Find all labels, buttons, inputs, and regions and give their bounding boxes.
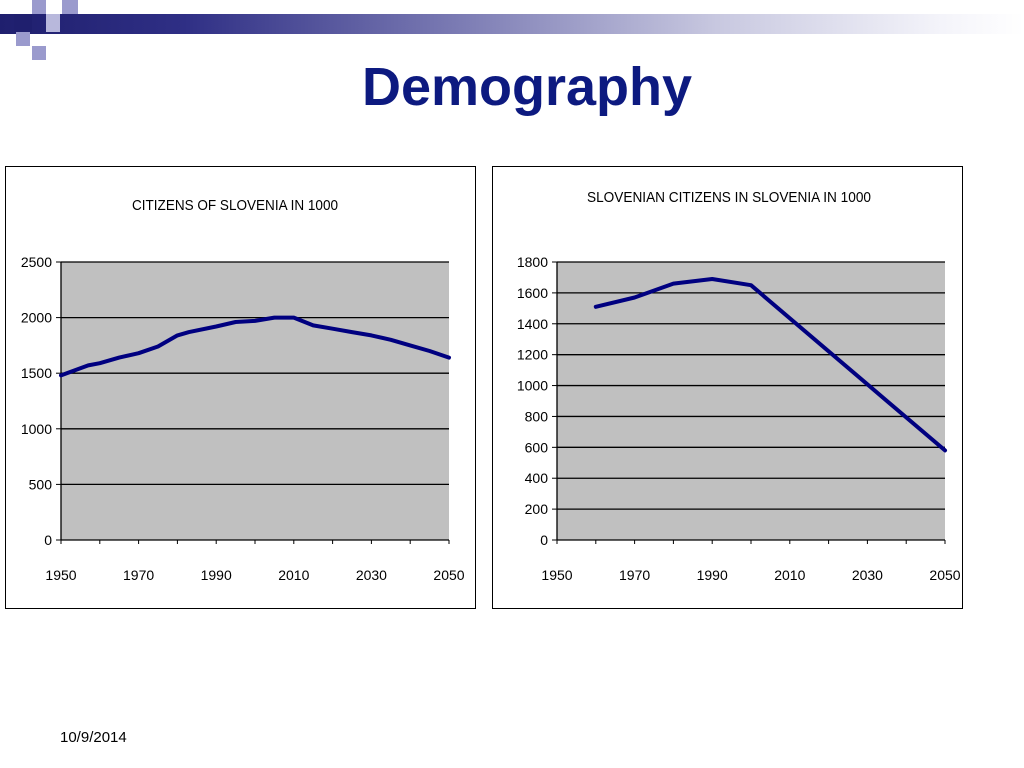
y-tick-label: 1200 <box>517 347 548 363</box>
x-tick-label: 2050 <box>929 567 960 583</box>
x-tick-label: 1990 <box>201 567 232 583</box>
y-tick-label: 1000 <box>517 378 548 394</box>
header-gradient-bar <box>0 14 1024 34</box>
plot-area <box>61 262 449 540</box>
y-tick-label: 1500 <box>21 365 52 381</box>
deco-square-light <box>16 32 30 46</box>
x-tick-label: 1970 <box>123 567 154 583</box>
y-tick-label: 1600 <box>517 285 548 301</box>
chart-slovenian-citizens: SLOVENIAN CITIZENS IN SLOVENIA IN 1000 0 2… <box>492 166 963 609</box>
deco-square-dark <box>14 14 32 32</box>
y-tick-label: 500 <box>29 476 53 492</box>
series-line <box>593 277 947 453</box>
chart-svg: SLOVENIAN CITIZENS IN SLOVENIA IN 1000 0 2… <box>517 189 961 583</box>
y-tick-label: 1400 <box>517 316 548 332</box>
deco-square-light <box>62 0 78 14</box>
x-tick-label: 1950 <box>541 567 572 583</box>
series-line <box>59 315 451 378</box>
x-tick-label: 2030 <box>356 567 387 583</box>
x-tick-label: 2010 <box>774 567 805 583</box>
slide-title: Demography <box>361 57 693 117</box>
y-tick-label: 0 <box>44 532 52 548</box>
y-tick-label: 2000 <box>21 310 52 326</box>
x-tick-label: 1950 <box>45 567 76 583</box>
x-tick-label: 2050 <box>433 567 464 583</box>
plot-area <box>557 262 945 540</box>
x-tick-label: 1990 <box>697 567 728 583</box>
chart-citizens-of-slovenia: CITIZENS OF SLOVENIA IN 1000 0 500 1000 1500… <box>5 166 476 609</box>
deco-square-light <box>46 14 60 32</box>
y-tick-label: 2500 <box>21 254 52 270</box>
x-tick-label: 2030 <box>852 567 883 583</box>
y-tick-label: 0 <box>540 532 548 548</box>
y-tick-label: 800 <box>525 408 549 424</box>
deco-square-light <box>32 0 46 14</box>
x-tick-label: 1970 <box>619 567 650 583</box>
chart-title: CITIZENS OF SLOVENIA IN 1000 <box>132 197 338 214</box>
deco-square-light <box>32 46 46 60</box>
chart-title: SLOVENIAN CITIZENS IN SLOVENIA IN 1000 <box>587 189 871 206</box>
y-tick-label: 600 <box>525 439 549 455</box>
x-tick-label: 2010 <box>278 567 309 583</box>
y-tick-label: 400 <box>525 470 549 486</box>
y-tick-label: 200 <box>525 501 549 517</box>
y-tick-label: 1000 <box>21 421 52 437</box>
y-tick-label: 1800 <box>517 254 548 270</box>
slide-date: 10/9/2014 <box>60 729 127 746</box>
chart-svg: CITIZENS OF SLOVENIA IN 1000 0 500 1000 1500… <box>21 197 465 583</box>
